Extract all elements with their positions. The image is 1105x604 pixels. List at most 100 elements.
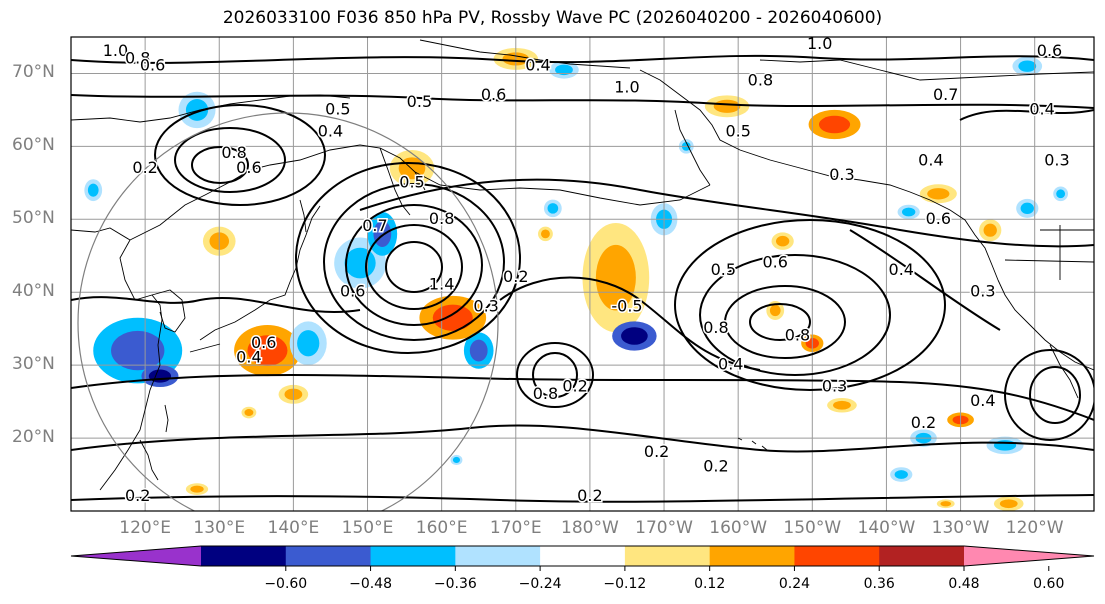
anomaly-patch-core xyxy=(833,400,851,410)
colorbar-tick-label: −0.48 xyxy=(349,576,392,592)
latitude-label: 20°N xyxy=(12,427,55,448)
contour-label: 0.2 xyxy=(132,158,157,177)
colorbar-bin xyxy=(624,546,711,566)
contour-label: 0.2 xyxy=(644,442,669,461)
contour-label: 0.4 xyxy=(236,347,261,366)
anomaly-patch-core xyxy=(547,203,559,214)
longitude-label: 140°W xyxy=(857,518,916,538)
contour-label: 0.2 xyxy=(577,486,602,505)
contour-label: 0.4 xyxy=(318,121,343,140)
colorbar-tick-label: −0.12 xyxy=(603,576,647,592)
contour-label: 0.6 xyxy=(1037,41,1062,60)
contour-label: 0.7 xyxy=(933,85,958,104)
anomaly-patch-core xyxy=(87,183,99,197)
reference-circle xyxy=(77,112,499,511)
longitude-label: 150°W xyxy=(783,518,842,538)
contour-label: 1.4 xyxy=(429,274,454,293)
anomaly-patch-core xyxy=(769,304,781,317)
anomaly-patch-core xyxy=(432,304,473,331)
colorbar-tick-label: 0.36 xyxy=(863,576,895,592)
colorbar-tick-label: 0.48 xyxy=(948,576,980,592)
anomaly-patch-core xyxy=(621,327,648,345)
anomaly-patch-core xyxy=(1018,60,1037,72)
anomaly-patch-core xyxy=(595,244,636,311)
contour-label: 0.6 xyxy=(926,209,951,228)
contour-label: 0.3 xyxy=(829,165,854,184)
latitude-label: 40°N xyxy=(12,281,55,302)
anomaly-patch-core xyxy=(111,330,165,371)
colorbar-tick-label: 0.12 xyxy=(694,576,726,592)
colorbar-tick-label: 0.24 xyxy=(778,576,811,592)
anomaly-patch-core xyxy=(999,499,1018,509)
anomaly-patch-core xyxy=(247,335,288,366)
colorbar-tick-label: −0.24 xyxy=(518,576,562,592)
contour-label: 0.2 xyxy=(911,413,936,432)
colorbar xyxy=(70,545,1095,571)
contour-label: 0.4 xyxy=(1029,99,1054,118)
pv-anomaly-shading xyxy=(84,47,1069,511)
contour-label: 0.6 xyxy=(763,253,788,272)
contour-label: 0.3 xyxy=(970,282,995,301)
contour-label: 0.5 xyxy=(325,99,350,118)
anomaly-patch-core xyxy=(940,501,952,507)
contour-label: 0.4 xyxy=(718,355,743,374)
contour-label: 0.5 xyxy=(725,121,750,140)
anomaly-patch-core xyxy=(555,64,573,76)
anomaly-patch-core xyxy=(452,456,461,464)
colorbar-tick-label: −0.60 xyxy=(264,576,308,592)
anomaly-patch-core xyxy=(713,99,741,113)
longitude-label: 160°E xyxy=(415,518,468,538)
colorbar-bin xyxy=(455,546,541,566)
colorbar-bin xyxy=(370,546,456,566)
colorbar-bin xyxy=(285,546,372,566)
contour-label: 0.3 xyxy=(822,377,847,396)
colorbar-bin xyxy=(540,546,626,566)
anomaly-patch-core xyxy=(148,369,172,383)
colorbar-outline xyxy=(70,545,1095,567)
longitude-label: 130°E xyxy=(193,518,246,538)
contour-label: 0.4 xyxy=(970,391,995,410)
contour-label: 1.0 xyxy=(614,78,639,97)
anomaly-patch-core xyxy=(902,207,916,217)
anomaly-patch-core xyxy=(297,330,320,357)
anomaly-patch-core xyxy=(185,98,209,121)
contour-label: 0.6 xyxy=(251,333,276,352)
contour-label: 0.8 xyxy=(125,48,150,67)
contour-label: 0.6 xyxy=(481,85,506,104)
anomaly-patch-core xyxy=(1020,202,1034,215)
contour-label: 0.5 xyxy=(407,92,432,111)
anomaly-patch-core xyxy=(983,223,997,237)
contour-label: 0.8 xyxy=(429,209,454,228)
latitude-label: 60°N xyxy=(12,135,55,156)
contour-label: 0.4 xyxy=(889,260,914,279)
map-frame xyxy=(70,36,1095,512)
colorbar-bin xyxy=(879,546,965,566)
anomaly-patch-core xyxy=(818,115,851,134)
colorbar-tick-label: −0.36 xyxy=(433,576,477,592)
longitude-label: 140°E xyxy=(267,518,320,538)
contour-label: 0.2 xyxy=(562,377,587,396)
colorbar-bin xyxy=(709,546,795,566)
anomaly-patch-core xyxy=(775,235,790,247)
longitude-label: 130°W xyxy=(931,518,990,538)
colorbar-bin xyxy=(794,546,880,566)
contour-label: 0.6 xyxy=(236,158,261,177)
contour-label: 0.4 xyxy=(918,150,943,169)
contour-label: 0.2 xyxy=(503,267,528,286)
longitude-label: 150°E xyxy=(341,518,394,538)
anomaly-patch-core xyxy=(344,247,376,279)
colorbar-bin xyxy=(201,546,287,566)
contour-label: 0.4 xyxy=(525,56,550,75)
anomaly-patch-core xyxy=(894,470,908,479)
longitude-label: 170°W xyxy=(635,518,693,538)
contour-label: 0.8 xyxy=(533,384,558,403)
map-background xyxy=(71,37,1094,511)
colorbar-extend-max xyxy=(964,546,1094,566)
contour-label: 1.0 xyxy=(807,34,832,53)
contour-label: 0.5 xyxy=(711,260,736,279)
colorbar-extend-min xyxy=(71,546,201,566)
longitude-label: 180°W xyxy=(561,518,619,538)
anomaly-patch-core xyxy=(1056,189,1066,199)
contour-label: 0.2 xyxy=(703,457,728,476)
anomaly-patch-core xyxy=(244,409,254,417)
